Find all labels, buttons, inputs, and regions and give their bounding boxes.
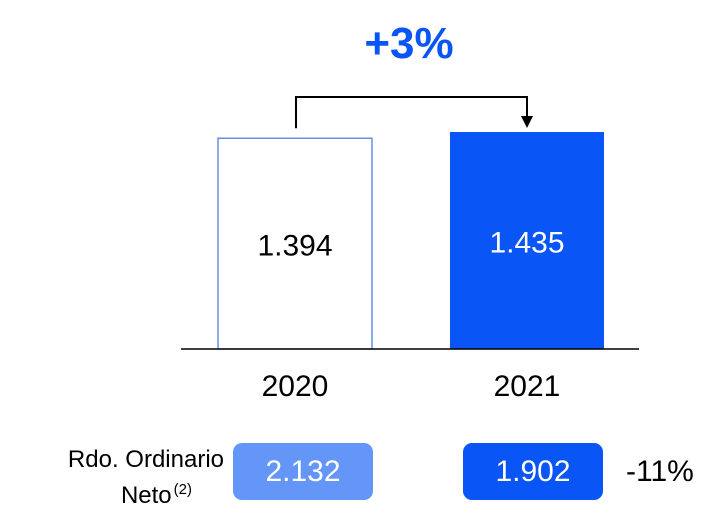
ordinary-net-label-line2-wrap: Neto (2)	[10, 475, 224, 511]
bar-2020	[217, 137, 373, 350]
x-tick-label-2021: 2021	[494, 370, 561, 403]
ordinary-net-footnote: (2)	[173, 481, 192, 498]
ordinary-net-label: Rdo. Ordinario Neto (2)	[10, 445, 224, 511]
ordinary-net-2021-value: 1.902	[495, 454, 571, 488]
bar-value-label-2021: 1.435	[489, 226, 564, 259]
ordinary-net-change: -11%	[626, 455, 694, 488]
growth-arrow	[295, 96, 528, 129]
bar-value-label-2020: 1.394	[257, 230, 332, 263]
bar-2021	[450, 132, 604, 349]
x-tick-label-2020: 2020	[262, 370, 329, 403]
ordinary-net-2020-pill: 2.132	[233, 443, 373, 500]
ordinary-net-2021-pill: 1.902	[463, 443, 603, 500]
ordinary-net-label-line1: Rdo. Ordinario	[67, 446, 224, 473]
ordinary-net-2020-value: 2.132	[265, 454, 341, 488]
ordinary-net-label-line2: Neto	[120, 482, 172, 509]
growth-arrowhead	[521, 116, 533, 128]
growth-label: +3%	[364, 19, 453, 68]
